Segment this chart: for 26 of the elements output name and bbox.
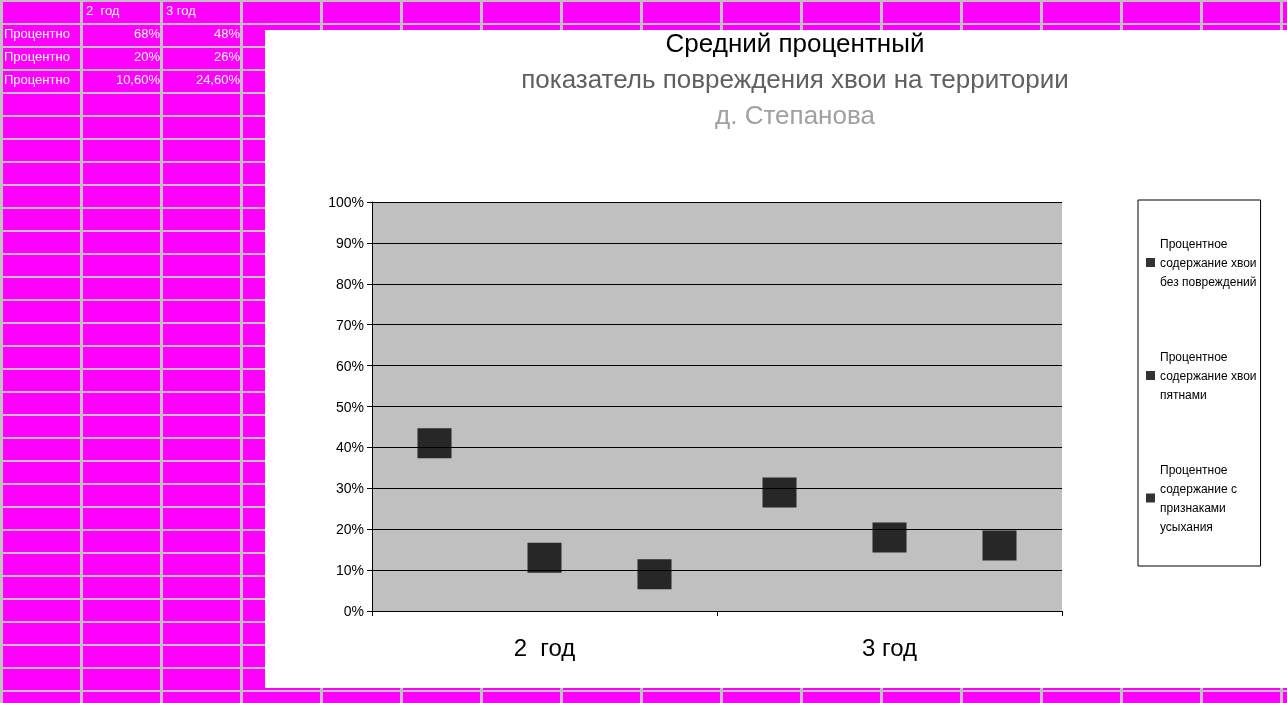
y-tick-label: 50% (335, 398, 364, 415)
legend-label: Процентное содержание хвои без повреждений (1160, 236, 1257, 289)
text: Процентно (4, 72, 70, 87)
text: 26% (213, 49, 241, 64)
text: 24,60% (195, 72, 241, 87)
chart-title: Средний процентный показатель повреждения хвои на территории д. Степанова (521, 28, 1069, 130)
text: 68% (133, 26, 161, 41)
y-tick-label: 70% (335, 316, 364, 333)
y-tick-label: 60% (335, 357, 364, 374)
text: 10,60% (115, 72, 161, 87)
text: 48% (213, 26, 241, 41)
y-tick-label: 30% (335, 480, 364, 497)
y-tick-label: 80% (335, 275, 364, 292)
y-tick-label: 100% (328, 194, 364, 210)
text: 2 год (86, 3, 120, 18)
y-tick-label: 0% (343, 603, 364, 619)
text: Процентно (4, 49, 70, 64)
legend-label: Процентное содержание с признаками усыхания (1160, 462, 1237, 534)
y-tick-label: 90% (335, 234, 364, 251)
text: 20% (133, 49, 161, 64)
text: 3 год (166, 3, 197, 18)
y-tick-label: 20% (335, 521, 364, 538)
y-tick-label: 10% (335, 562, 364, 579)
legend-label: Процентное содержание хвои пятнами (1160, 349, 1257, 402)
y-tick-label: 40% (335, 439, 364, 456)
text: Процентно (4, 26, 70, 41)
